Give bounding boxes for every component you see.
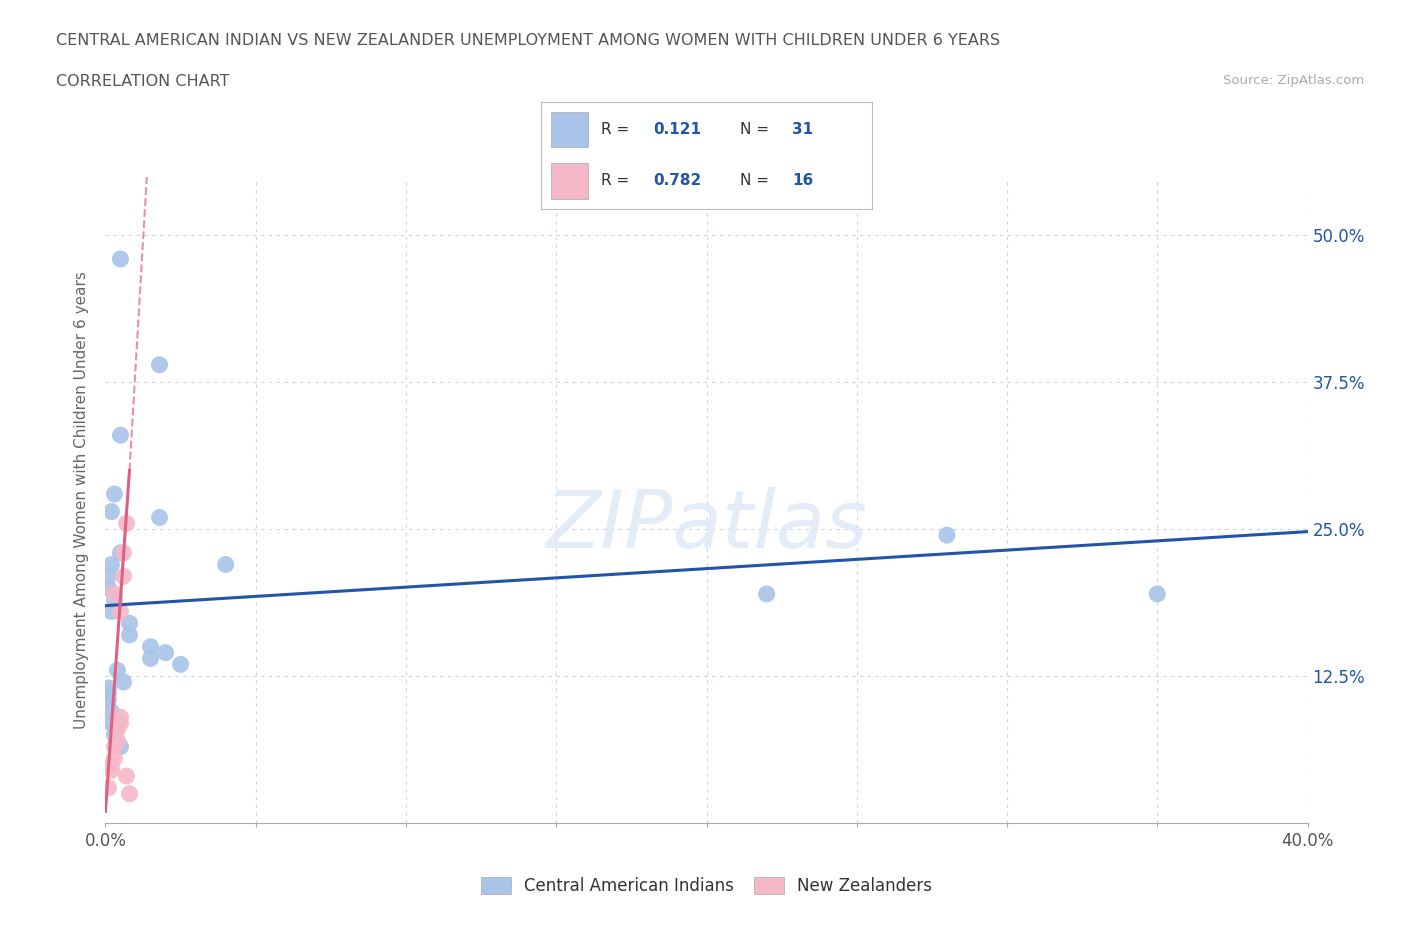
Point	[1146, 587, 1168, 602]
Point	[110, 716, 132, 731]
FancyBboxPatch shape	[551, 164, 588, 199]
Point	[100, 557, 122, 572]
Point	[100, 716, 122, 731]
Point	[118, 616, 141, 631]
Point	[110, 428, 132, 443]
Point	[112, 545, 135, 560]
Legend: Central American Indians, New Zealanders: Central American Indians, New Zealanders	[474, 870, 939, 902]
Point	[112, 569, 135, 584]
Point	[100, 757, 122, 772]
Point	[115, 516, 138, 531]
Point	[103, 727, 125, 742]
Text: R =: R =	[600, 173, 628, 188]
Point	[97, 692, 120, 707]
Point	[107, 722, 129, 737]
Point	[103, 486, 125, 501]
Point	[112, 674, 135, 689]
Point	[100, 604, 122, 619]
Point	[107, 734, 129, 749]
Point	[97, 569, 120, 584]
Text: CENTRAL AMERICAN INDIAN VS NEW ZEALANDER UNEMPLOYMENT AMONG WOMEN WITH CHILDREN : CENTRAL AMERICAN INDIAN VS NEW ZEALANDER…	[56, 33, 1000, 47]
Point	[148, 357, 170, 372]
Point	[107, 663, 129, 678]
Point	[214, 557, 236, 572]
Point	[110, 545, 132, 560]
Point	[110, 251, 132, 266]
Point	[936, 527, 959, 542]
Text: N =: N =	[740, 173, 769, 188]
Point	[100, 704, 122, 719]
Text: 16: 16	[793, 173, 814, 188]
Point	[97, 580, 120, 595]
Point	[103, 587, 125, 602]
Point	[118, 628, 141, 643]
Point	[100, 504, 122, 519]
Point	[139, 651, 162, 666]
Point	[148, 510, 170, 525]
Point	[97, 686, 120, 701]
Y-axis label: Unemployment Among Women with Children Under 6 years: Unemployment Among Women with Children U…	[75, 271, 90, 729]
Point	[115, 768, 138, 783]
Point	[110, 710, 132, 724]
Text: 0.121: 0.121	[654, 122, 702, 137]
Point	[103, 751, 125, 766]
Point	[155, 645, 177, 660]
Text: CORRELATION CHART: CORRELATION CHART	[56, 74, 229, 89]
Text: ZIPatlas: ZIPatlas	[546, 486, 868, 565]
Point	[103, 592, 125, 607]
Point	[100, 763, 122, 777]
Point	[755, 587, 778, 602]
Text: R =: R =	[600, 122, 628, 137]
Point	[110, 739, 132, 754]
Point	[169, 657, 191, 671]
Point	[118, 786, 141, 801]
Point	[97, 780, 120, 795]
Text: 31: 31	[793, 122, 814, 137]
FancyBboxPatch shape	[551, 112, 588, 147]
Point	[97, 681, 120, 696]
Point	[139, 639, 162, 654]
Text: Source: ZipAtlas.com: Source: ZipAtlas.com	[1223, 74, 1364, 87]
Point	[103, 739, 125, 754]
Text: 0.782: 0.782	[654, 173, 702, 188]
Point	[110, 604, 132, 619]
Text: N =: N =	[740, 122, 769, 137]
